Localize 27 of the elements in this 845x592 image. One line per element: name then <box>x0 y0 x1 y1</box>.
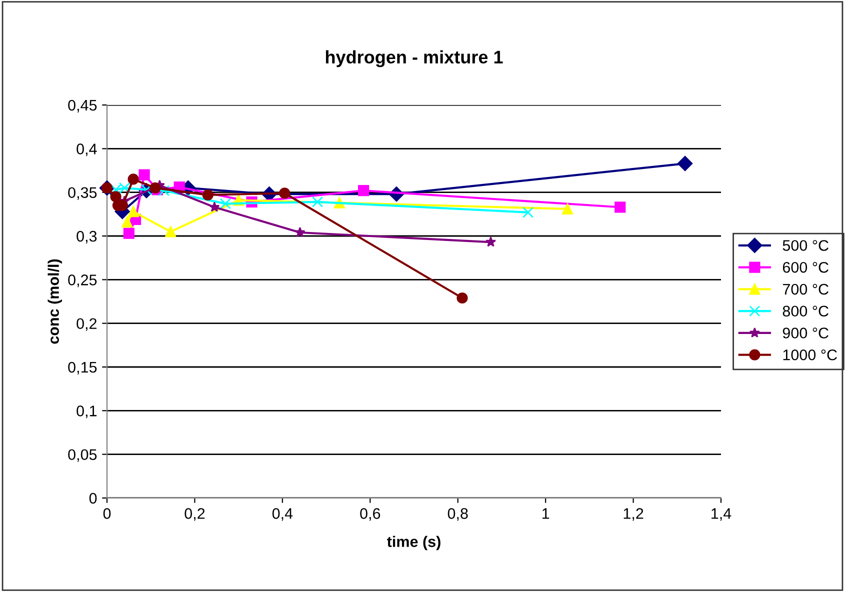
x-tick-label: 1,4 <box>712 508 732 521</box>
y-tick-label: 0,2 <box>76 318 97 331</box>
y-tick-label: 0 <box>89 492 97 504</box>
x-tick-label: 0,4 <box>272 508 293 521</box>
y-axis-title: conc (mol/l) <box>48 259 62 344</box>
legend-label: 600 °C <box>782 262 828 273</box>
y-tick-label: 0,25 <box>68 274 97 288</box>
y-tick-label: 0,35 <box>68 187 97 200</box>
y-tick-label: 0,45 <box>68 100 97 112</box>
legend-label: 900 °C <box>782 328 828 338</box>
x-tick-label: 1 <box>542 508 550 519</box>
y-tick-label: 0,05 <box>68 449 97 462</box>
legend-label: 500 °C <box>782 240 828 251</box>
chart-title: hydrogen - mixture 1 <box>326 50 503 68</box>
y-tick-label: 0,15 <box>68 362 97 374</box>
y-tick-label: 0,4 <box>76 144 97 156</box>
y-tick-label: 0,1 <box>76 406 97 418</box>
y-tick-label: 0,3 <box>76 230 97 244</box>
x-tick-label: 0,2 <box>184 508 205 521</box>
x-tick-label: 0,8 <box>448 508 468 521</box>
legend-label: 800 °C <box>782 306 828 317</box>
x-axis-title: time (s) <box>387 536 440 550</box>
x-tick-label: 0 <box>103 508 111 519</box>
legend-label: 700 °C <box>782 284 828 295</box>
x-tick-label: 1,2 <box>624 508 644 521</box>
legend-label: 1000 °C <box>783 349 837 360</box>
x-tick-label: 0,6 <box>360 508 380 521</box>
